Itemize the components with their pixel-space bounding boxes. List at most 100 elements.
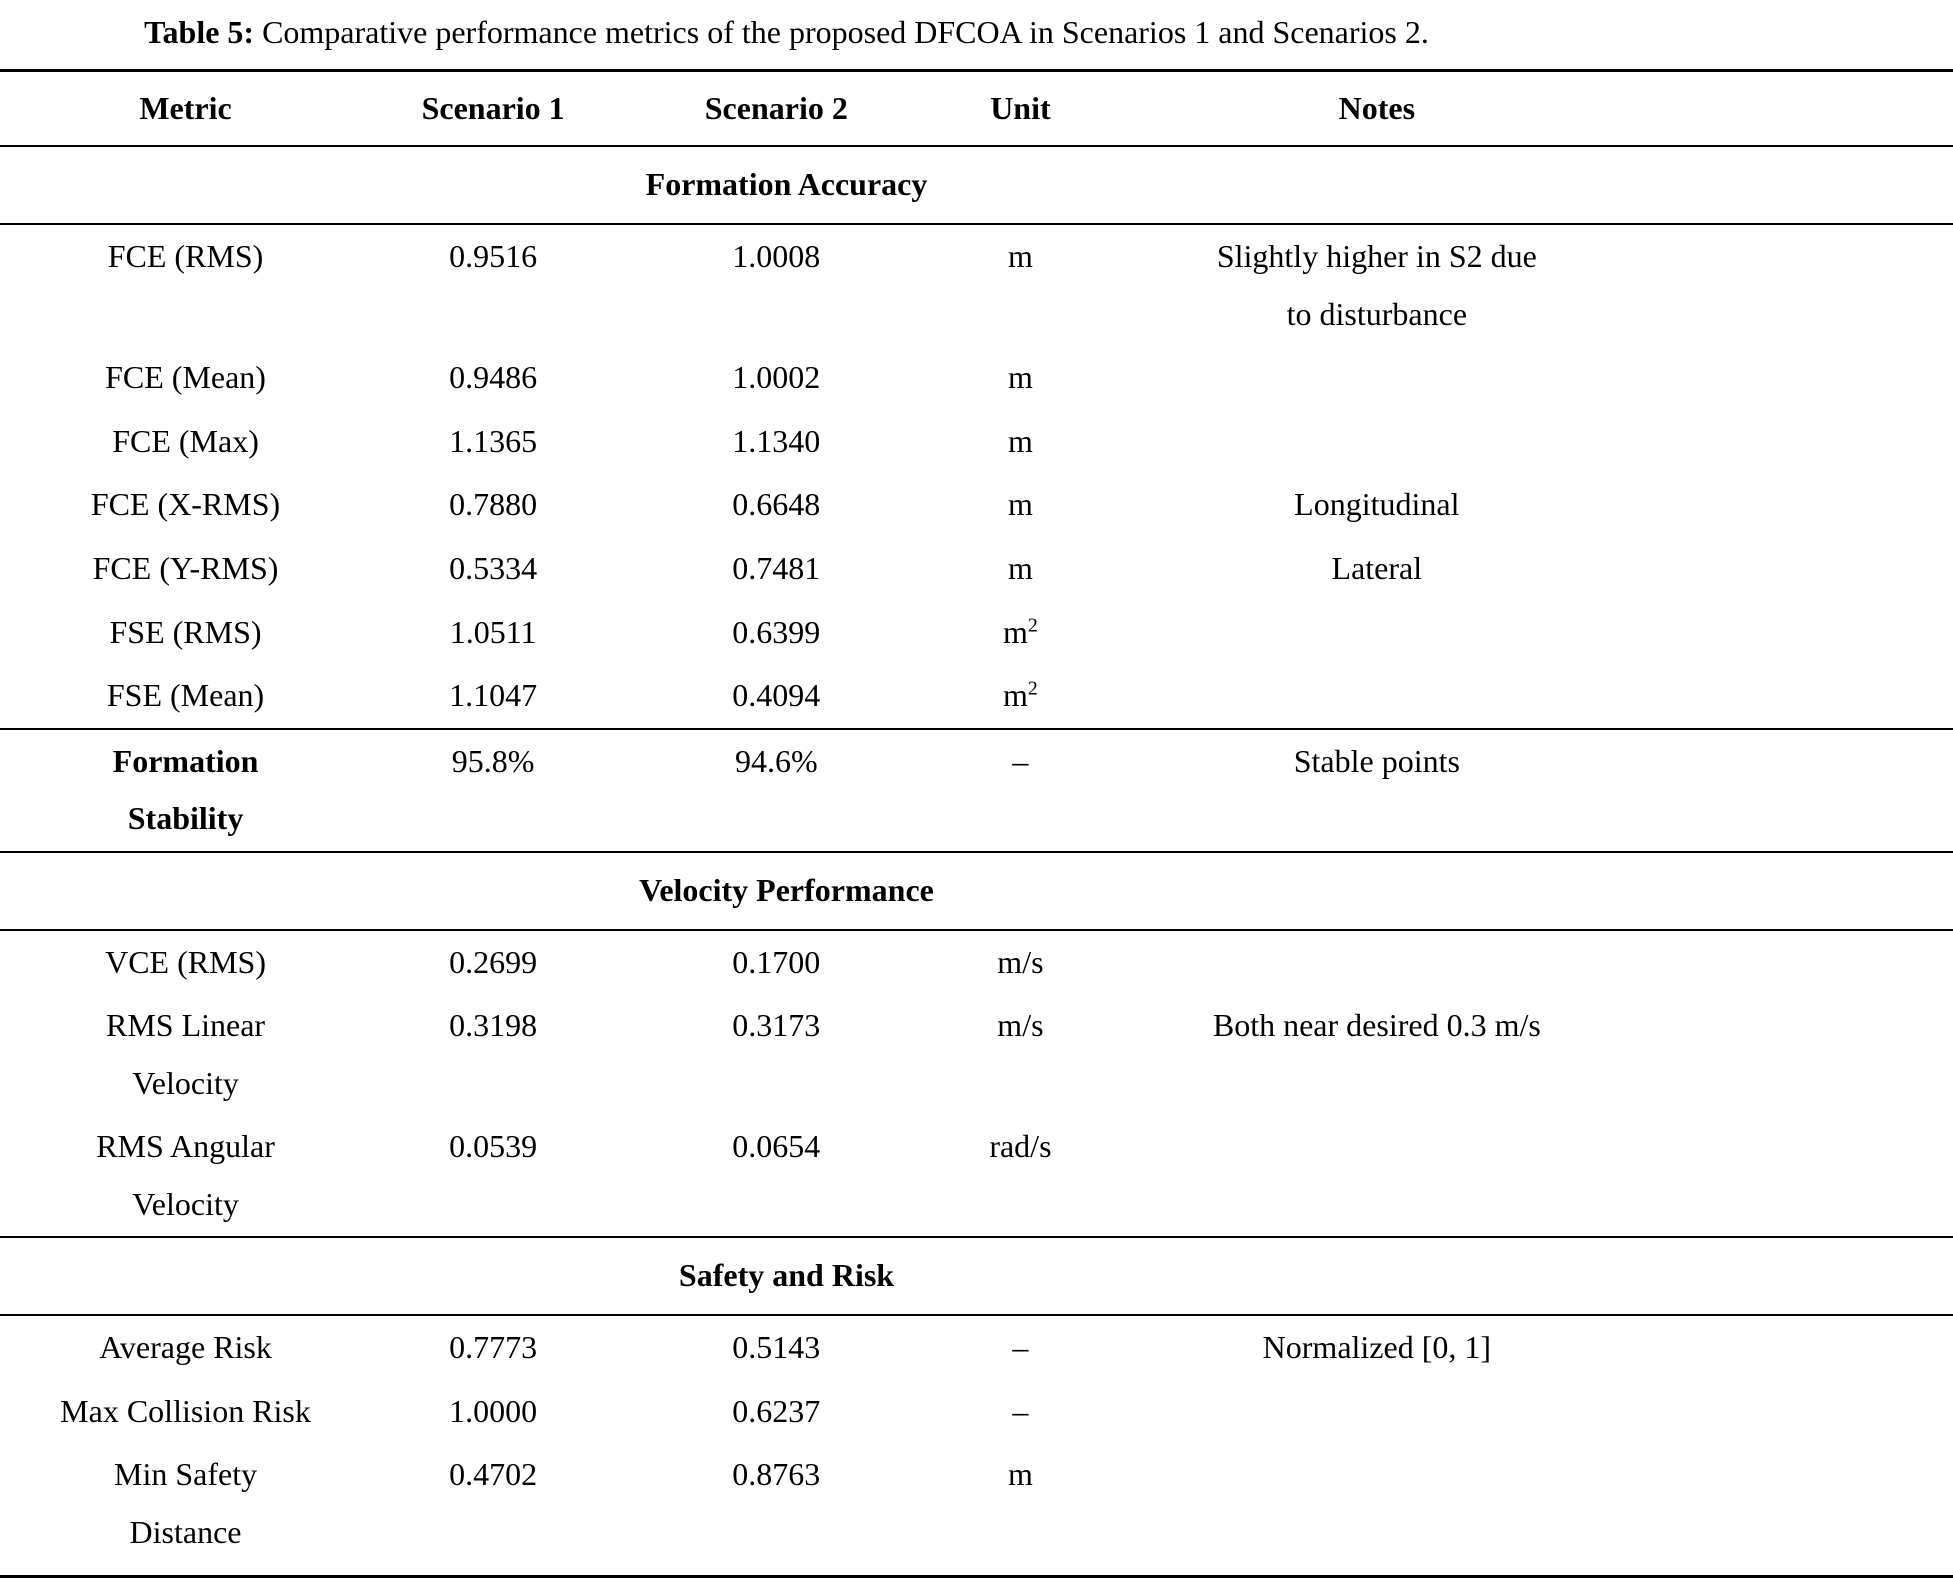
section-row-velocity-performance: Velocity Performance <box>0 851 1953 930</box>
metric-cell: RMS Linear Velocity <box>105 1007 266 1101</box>
scenario1-cell: 0.9486 <box>449 359 538 396</box>
metric-cell: FSE (Mean) <box>106 677 265 714</box>
note-cell <box>1103 346 1650 410</box>
scenario2-cell: 0.5143 <box>732 1329 821 1366</box>
metric-cell: RMS Angular Velocity <box>96 1128 275 1222</box>
section-row-formation-accuracy: Formation Accuracy <box>0 146 1953 224</box>
filler-cell <box>1650 930 1953 995</box>
unit-cell: m <box>1007 486 1033 523</box>
table-row: FCE (Y-RMS) 0.5334 0.7481 m Lateral <box>0 537 1953 601</box>
scenario1-cell: 0.2699 <box>449 943 538 980</box>
scenario2-cell: 0.0654 <box>732 1128 821 1165</box>
unit-cell: – <box>1012 742 1029 779</box>
note-cell <box>1103 664 1650 729</box>
filler-cell <box>1650 346 1953 410</box>
scenario1-cell: 1.0511 <box>449 613 537 650</box>
table-row: FCE (Max) 1.1365 1.1340 m <box>0 410 1953 474</box>
metric-cell: Min Safety Distance <box>113 1456 258 1550</box>
metric-cell: FCE (Max) <box>112 422 259 459</box>
scenario1-cell: 95.8% <box>451 742 535 779</box>
column-header-unit: Unit <box>990 89 1051 126</box>
scenario2-cell: 0.3173 <box>732 1007 821 1044</box>
note-cell: Lateral <box>1331 549 1423 586</box>
filler-cell <box>1650 1115 1953 1237</box>
scenario1-cell: 0.5334 <box>449 549 538 586</box>
unit-cell: m2 <box>1003 677 1038 714</box>
table-row: FSE (Mean) 1.1047 0.4094 m2 <box>0 664 1953 729</box>
table-caption: Table 5: Comparative performance metrics… <box>0 6 1573 69</box>
scenario2-cell: 0.1700 <box>732 943 821 980</box>
unit-cell: m/s <box>997 943 1044 980</box>
section-title: Velocity Performance <box>639 871 934 908</box>
table-caption-label: Table 5: <box>144 14 255 50</box>
metric-cell: FCE (X-RMS) <box>90 486 281 523</box>
filler-cell <box>1650 729 1953 852</box>
table-row: Formation Stability 95.8% 94.6% – Stable poi… <box>0 728 1953 852</box>
scenario2-cell: 0.6399 <box>732 613 821 650</box>
column-header-metric: Metric <box>139 89 232 126</box>
note-cell <box>1103 601 1650 665</box>
unit-cell: m/s <box>997 1007 1044 1044</box>
metric-cell: VCE (RMS) <box>105 943 266 980</box>
table-row: FCE (RMS) 0.9516 1.0008 m Slightly higher in… <box>0 224 1953 346</box>
column-header-scenario-1: Scenario 1 <box>421 89 565 126</box>
column-header-scenario-2: Scenario 2 <box>704 89 848 126</box>
table-row: RMS Linear Velocity 0.3198 0.3173 m/s Both n… <box>0 994 1953 1115</box>
unit-cell: m <box>1007 549 1033 586</box>
filler-cell <box>1650 994 1953 1115</box>
note-cell: Stable points <box>1293 742 1460 779</box>
metric-cell: Formation Stability <box>112 742 259 837</box>
scenario1-cell: 1.0000 <box>449 1392 538 1429</box>
metric-cell: FSE (RMS) <box>109 613 262 650</box>
metric-cell: Max Collision Risk <box>60 1392 311 1429</box>
column-header-row: Metric Scenario 1 Scenario 2 Unit Notes <box>0 70 1953 147</box>
table-row: FSE (RMS) 1.0511 0.6399 m2 <box>0 601 1953 665</box>
note-cell <box>1103 410 1650 474</box>
unit-cell: m <box>1007 359 1033 396</box>
unit-superscript: 2 <box>1027 677 1038 700</box>
metric-cell: FCE (Y-RMS) <box>92 549 279 586</box>
note-cell: Longitudinal <box>1294 486 1460 523</box>
table-row: VCE (RMS) 0.2699 0.1700 m/s <box>0 930 1953 995</box>
note-cell: Slightly higher in S2 due to disturbance <box>1216 237 1537 332</box>
section-row-safety-and-risk: Safety and Risk <box>0 1237 1953 1316</box>
scenario2-cell: 0.6648 <box>732 486 821 523</box>
table-row: Max Collision Risk 1.0000 0.6237 – <box>0 1380 1953 1444</box>
note-cell <box>1103 1443 1650 1577</box>
unit-cell: – <box>1012 1392 1029 1429</box>
note-cell: Normalized [0, 1] <box>1262 1329 1492 1366</box>
filler-cell <box>1650 1443 1953 1577</box>
filler-cell <box>1650 224 1953 346</box>
table-caption-text: Comparative performance metrics of the p… <box>262 14 1429 50</box>
column-header-notes: Notes <box>1338 89 1416 126</box>
section-title: Formation Accuracy <box>645 166 928 203</box>
unit-cell: m <box>1007 1456 1033 1493</box>
unit-cell: – <box>1012 1329 1029 1366</box>
scenario2-cell: 1.1340 <box>732 422 821 459</box>
filler-cell <box>1650 1380 1953 1444</box>
metric-cell: FCE (RMS) <box>107 237 264 274</box>
scenario1-cell: 0.7880 <box>449 486 538 523</box>
unit-cell: m <box>1007 237 1033 274</box>
table-row: FCE (Mean) 0.9486 1.0002 m <box>0 346 1953 410</box>
table-row: Average Risk 0.7773 0.5143 – Normalized [0, … <box>0 1315 1953 1380</box>
scenario1-cell: 0.3198 <box>449 1007 538 1044</box>
filler-cell <box>1650 601 1953 665</box>
scenario1-cell: 1.1365 <box>449 422 538 459</box>
table-body: Formation Accuracy FCE (RMS) 0.9516 1.0008 m… <box>0 146 1953 1577</box>
section-title: Safety and Risk <box>678 1257 895 1294</box>
scenario2-cell: 0.4094 <box>732 677 821 714</box>
scenario2-cell: 1.0002 <box>732 359 821 396</box>
scenario1-cell: 1.1047 <box>449 677 538 714</box>
scenario1-cell: 0.0539 <box>449 1128 538 1165</box>
unit-cell: m <box>1007 422 1033 459</box>
scenario2-cell: 1.0008 <box>732 237 821 274</box>
table-row: FCE (X-RMS) 0.7880 0.6648 m Longitudinal <box>0 473 1953 537</box>
note-cell <box>1103 930 1650 995</box>
unit-cell: rad/s <box>989 1128 1052 1165</box>
scenario2-cell: 0.7481 <box>732 549 821 586</box>
note-cell <box>1103 1380 1650 1444</box>
filler-cell <box>1650 473 1953 537</box>
scenario2-cell: 94.6% <box>734 742 818 779</box>
